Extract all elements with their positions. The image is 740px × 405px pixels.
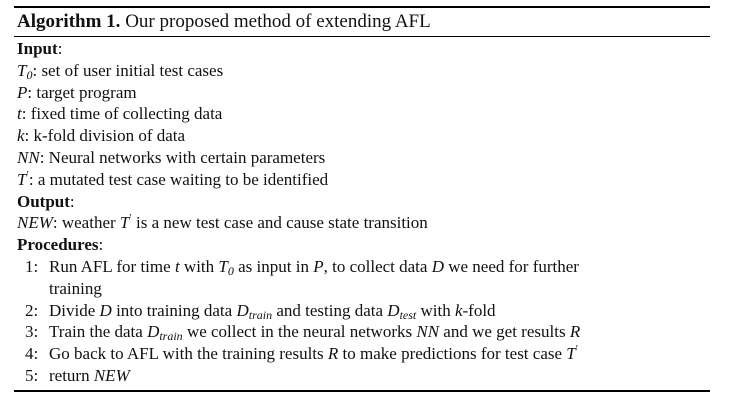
procedure-step: 4: Go back to AFL with the training resul…: [17, 343, 710, 365]
step-text: we collect in the neural networks: [182, 322, 417, 342]
procedure-step: 1: Run AFL for time t with T0 as input in…: [17, 256, 710, 278]
step-text: Divide: [49, 300, 100, 320]
step-subscript: train: [159, 329, 183, 344]
input-text: : set of user initial test cases: [32, 60, 224, 80]
input-heading-line: Input:: [17, 39, 63, 58]
step-math: R: [569, 322, 581, 342]
step-subscript: 0: [227, 263, 234, 278]
step-text: and testing data: [272, 300, 388, 320]
output-text: : weather: [52, 213, 120, 233]
output-symbol: NEW: [17, 213, 53, 233]
algorithm-body: Input: T0: set of user initial test case…: [14, 37, 710, 387]
step-text: Run AFL for time: [49, 256, 175, 276]
step-text: , to collect data: [323, 256, 432, 276]
step-math: T: [218, 256, 228, 276]
input-superscript: ′: [26, 168, 29, 181]
step-math: D: [431, 256, 444, 276]
step-math: P: [313, 256, 324, 276]
step-text: and we get results: [439, 322, 570, 342]
input-heading: Input: [17, 39, 58, 58]
procedure-step: 5: return NEW: [17, 365, 710, 387]
step-text: we need for further: [443, 256, 579, 276]
input-symbol: P: [17, 82, 28, 102]
step-text: to make predictions for test case: [338, 344, 567, 364]
step-math: k: [454, 300, 463, 320]
step-text: with: [179, 256, 219, 276]
input-text: : a mutated test case waiting to be iden…: [28, 169, 329, 189]
input-item: t: fixed time of collecting data: [17, 103, 710, 125]
output-superscript: ′: [129, 212, 132, 225]
step-number: 2:: [25, 300, 39, 320]
input-symbol: k: [17, 126, 25, 146]
output-heading: Output: [17, 191, 70, 211]
procedure-step: 2: Divide D into training data Dtrain and…: [17, 300, 710, 322]
output-text: is a new test case and cause state trans…: [131, 213, 428, 233]
step-math: NN: [416, 322, 440, 342]
top-rule: [14, 6, 710, 8]
step-text: Go back to AFL with the training results: [49, 344, 328, 364]
step-math: D: [236, 300, 249, 320]
input-subscript: 0: [26, 67, 33, 82]
input-text: : target program: [27, 82, 137, 102]
step-subscript: train: [248, 307, 273, 322]
step-text: return: [49, 365, 94, 385]
step-math: R: [327, 344, 339, 364]
input-text: : fixed time of collecting data: [21, 104, 223, 124]
step-text: into training data: [111, 300, 237, 320]
step-superscript: ′: [575, 343, 579, 356]
step-number: 4:: [25, 344, 39, 364]
procedures-heading: Procedures: [17, 235, 99, 255]
input-item: P: target program: [17, 82, 710, 104]
input-symbol: T: [17, 169, 27, 189]
procedure-step-continuation: training: [17, 278, 710, 300]
input-item: T′: a mutated test case waiting to be id…: [17, 169, 710, 191]
input-text: : Neural networks with certain parameter…: [39, 147, 326, 167]
input-item: k: k-fold division of data: [17, 125, 710, 147]
step-math: NEW: [93, 365, 130, 385]
input-symbol: T: [17, 60, 27, 80]
step-text: as input in: [233, 256, 314, 276]
step-math: t: [174, 256, 180, 276]
bottom-rule: [14, 389, 710, 392]
step-text: Train the data: [49, 322, 148, 342]
input-symbol: t: [17, 104, 22, 124]
algorithm-box: Algorithm 1. Our proposed method of exte…: [14, 6, 710, 392]
caption-title: Our proposed method of extending AFL: [125, 11, 431, 32]
step-subscript: test: [399, 307, 417, 322]
step-math: T: [566, 344, 576, 364]
algorithm-caption: Algorithm 1. Our proposed method of exte…: [14, 8, 710, 36]
input-text: : k-fold division of data: [24, 126, 186, 146]
caption-rule: [14, 36, 710, 37]
procedure-step: 3: Train the data Dtrain we collect in th…: [17, 321, 710, 343]
input-item: T0: set of user initial test cases: [17, 60, 710, 82]
input-symbol: NN: [17, 147, 40, 167]
step-text: with: [416, 300, 455, 320]
step-number: 3:: [25, 322, 39, 342]
input-item: NN: Neural networks with certain paramet…: [17, 147, 710, 169]
output-symbol: T: [119, 213, 130, 233]
output-item: NEW: weather T′ is a new test case and c…: [17, 212, 710, 234]
step-number: 5:: [25, 365, 39, 385]
caption-number: Algorithm 1.: [17, 11, 121, 32]
step-math: D: [387, 300, 400, 320]
step-text: training: [49, 278, 102, 298]
step-text: -fold: [462, 300, 496, 320]
step-math: D: [99, 300, 112, 320]
step-number: 1:: [25, 256, 39, 276]
output-heading-line: Output:: [17, 191, 75, 211]
procedures-heading-line: Procedures:: [17, 235, 104, 255]
step-math: D: [147, 322, 160, 342]
